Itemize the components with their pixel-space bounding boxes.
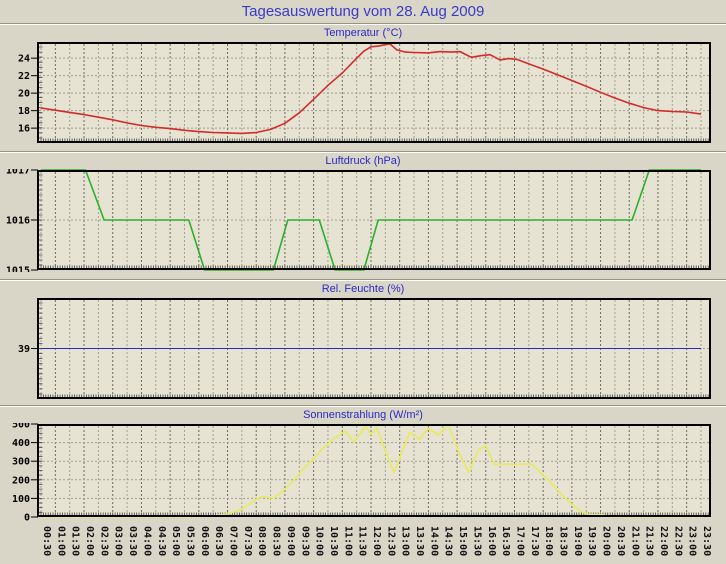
minor-ticks [39,46,709,142]
plot-border [37,170,711,270]
x-tick-label: 03:30 [127,526,138,556]
section-divider [0,151,726,153]
x-tick-label: 15:30 [471,526,482,556]
x-tick-label: 18:30 [558,526,569,556]
x-tick-label: 13:00 [400,526,411,556]
x-tick-label: 13:30 [414,526,425,556]
x-tick-label: 21:30 [644,526,655,556]
y-tick-label: 200 [12,475,30,486]
chart-title-sun-radiation: Sonnenstrahlung (W/m²) [303,409,423,421]
sun-radiation-chart: 00:30 01:00 01:30 02:00 02:30 03:00 03:30 04:00… [12,423,712,556]
x-tick-label: 01:30 [70,526,81,556]
x-tick-label: 11:00 [342,526,353,556]
y-tick-label: 18 [18,106,30,117]
x-tick-label: 12:00 [371,526,382,556]
y-tick-label: 16 [18,124,30,135]
chart-title-humidity: Rel. Feuchte (%) [321,283,405,295]
plot-border [37,298,711,399]
x-tick-label: 21:00 [629,526,640,556]
x-tick-label: 09:30 [299,526,310,556]
x-tick-label: 19:00 [572,526,583,556]
plot-area [37,424,711,517]
x-tick-label: 14:30 [443,526,454,556]
y-tick-label: 22 [18,71,30,82]
x-tick-label: 02:00 [84,526,95,556]
x-tick-label: 19:30 [586,526,597,556]
x-tick-label: 23:00 [687,526,698,556]
x-tick-label: 17:30 [529,526,540,556]
chart-section-sun-radiation: Sonnenstrahlung (W/m²) 00:30 01:00 01:30 02… [0,407,726,563]
sun-radiation-series-line [41,423,701,518]
x-tick-label: 15:00 [457,526,468,556]
minor-ticks [39,302,709,398]
x-tick-label: 20:00 [601,526,612,556]
x-tick-label: 06:30 [213,526,224,556]
x-tick-label: 06:00 [199,526,210,556]
x-tick-label: 08:00 [256,526,267,556]
y-tick-label: 39 [18,344,30,355]
x-tick-label: 12:30 [385,526,396,556]
x-tick-label: 17:00 [514,526,525,556]
plot-border [37,424,711,517]
x-tick-label: 22:30 [672,526,683,556]
x-tick-label: 07:00 [228,526,239,556]
section-divider [0,279,726,281]
plot-area [37,42,711,143]
x-tick-label: 14:00 [428,526,439,556]
y-tick-label: 500 [12,423,30,431]
pressure-chart: 1015 1016 1017 [6,169,711,273]
x-tick-label: 02:30 [98,526,109,556]
y-tick-label: 1017 [6,169,30,177]
section-divider [0,23,726,25]
x-tick-label: 09:00 [285,526,296,556]
x-tick-label: 03:00 [113,526,124,556]
y-tick-label: 100 [12,494,30,505]
x-tick-label: 01:00 [55,526,66,556]
y-tick-label: 300 [12,457,30,468]
chart-section-temperature: Temperatur (°C) 16 18 20 22 24 [0,25,726,151]
x-tick-label: 16:30 [500,526,511,556]
temperature-chart: 16 18 20 22 24 [18,42,711,143]
y-tick-label: 400 [12,438,30,449]
x-tick-label: 22:00 [658,526,669,556]
chart-section-pressure: Luftdruck (hPa) 1015 1016 1017 [0,153,726,279]
x-tick-label: 04:00 [141,526,152,556]
chart-section-humidity: Rel. Feuchte (%) 39 [0,281,726,405]
x-tick-label: 05:30 [184,526,195,556]
pressure-series-line [41,169,701,271]
y-tick-label: 1016 [6,216,30,227]
section-divider [0,405,726,407]
x-tick-label: 05:00 [170,526,181,556]
x-tick-label: 11:30 [357,526,368,556]
x-tick-label: 10:00 [314,526,325,556]
x-tick-label: 07:30 [242,526,253,556]
humidity-chart: 39 [18,298,711,399]
x-tick-label: 18:00 [543,526,554,556]
x-tick-label: 20:30 [615,526,626,556]
x-tick-label: 00:30 [41,526,52,556]
x-tick-label: 16:00 [486,526,497,556]
page-title: Tagesauswertung vom 28. Aug 2009 [241,3,485,20]
x-tick-label: 04:30 [156,526,167,556]
x-tick-label: 08:30 [271,526,282,556]
chart-title-pressure: Luftdruck (hPa) [325,155,401,167]
y-tick-label: 0 [24,513,30,524]
y-tick-label: 1015 [6,266,30,273]
minor-ticks [39,174,709,269]
x-tick-label: 23:30 [701,526,712,556]
plot-border [37,42,711,143]
y-tick-label: 20 [18,89,30,100]
y-tick-label: 24 [18,54,30,65]
x-tick-label: 10:30 [328,526,339,556]
chart-title-temperature: Temperatur (°C) [323,27,403,39]
